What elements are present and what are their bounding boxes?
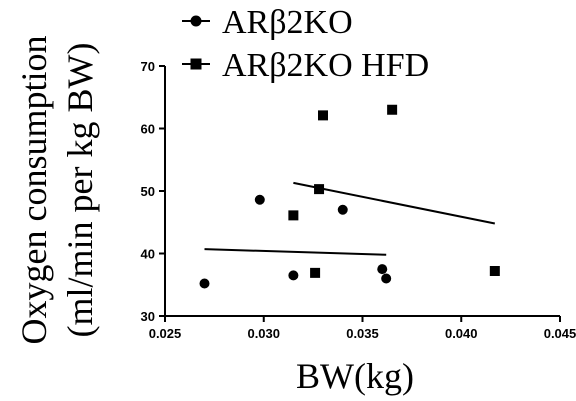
y-axis-title-line1: Oxygen consumption <box>14 36 54 345</box>
legend-marker-circle <box>190 15 202 27</box>
point-square <box>489 266 500 276</box>
x-axis-title: BW(kg) <box>296 356 414 396</box>
y-tick-label: 60 <box>141 122 155 137</box>
point-square <box>288 210 299 221</box>
fit-line-series-1 <box>293 181 496 225</box>
x-tick-label: 0.030 <box>247 326 280 341</box>
point-square <box>310 267 321 278</box>
point-circle <box>254 194 265 205</box>
x-tick-label: 0.040 <box>445 326 478 341</box>
fit-lines <box>204 181 496 256</box>
y-tick-label: 40 <box>141 247 155 262</box>
point-square <box>387 104 398 115</box>
legend-marker-square <box>190 58 202 70</box>
x-tick-label: 0.045 <box>544 326 576 341</box>
fit-line-series-0 <box>204 248 387 256</box>
x-tick-label: 0.035 <box>346 326 379 341</box>
legend-label-arb2ko: ARβ2KO <box>222 4 353 41</box>
data-points <box>199 104 500 289</box>
legend: ARβ2KO ARβ2KO HFD <box>182 4 429 84</box>
point-circle <box>288 270 299 281</box>
axes <box>159 65 561 322</box>
legend-item-arb2ko: ARβ2KO <box>182 4 353 41</box>
legend-label-arb2ko-hfd: ARβ2KO HFD <box>222 47 429 84</box>
point-circle <box>337 204 348 215</box>
x-tick-label: 0.025 <box>149 326 182 341</box>
y-tick-label: 50 <box>141 184 155 199</box>
y-tick-label: 30 <box>141 309 155 324</box>
point-square <box>314 184 325 195</box>
point-circle <box>377 264 388 275</box>
point-square <box>318 110 328 121</box>
tick-labels: 0.025 0.030 0.035 0.040 0.045 30 40 50 60 70 <box>141 59 576 341</box>
y-tick-label: 70 <box>141 59 155 74</box>
point-circle <box>381 273 392 284</box>
legend-item-arb2ko-hfd: ARβ2KO HFD <box>182 47 429 84</box>
y-axis-title-line2: (ml/min per kg BW) <box>60 43 100 338</box>
point-circle <box>199 278 210 289</box>
